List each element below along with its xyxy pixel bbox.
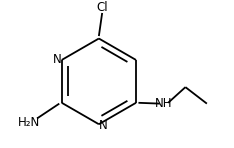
Text: H₂N: H₂N — [18, 116, 40, 129]
Text: N: N — [99, 119, 107, 132]
Text: NH: NH — [155, 97, 173, 110]
Text: N: N — [53, 53, 62, 66]
Text: Cl: Cl — [96, 1, 108, 14]
